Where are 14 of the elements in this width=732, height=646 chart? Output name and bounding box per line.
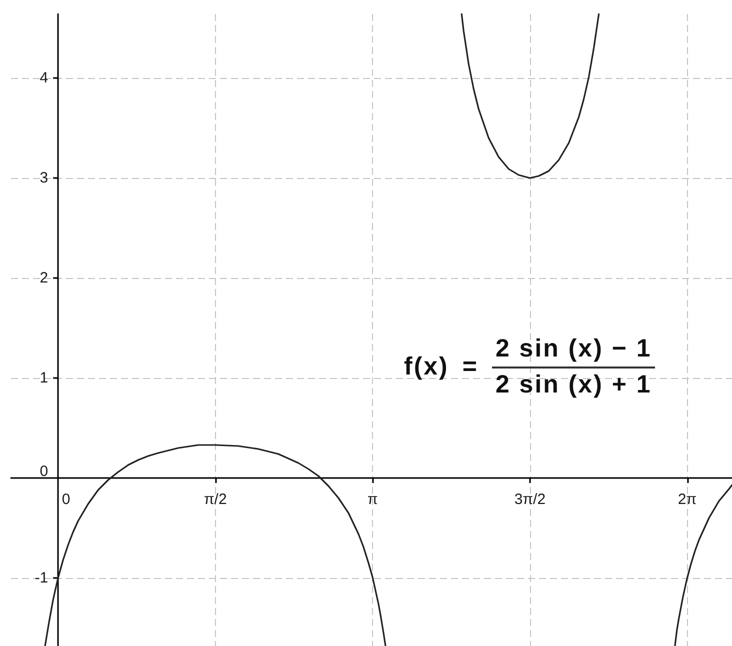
annotation: 2 sin (x) − 1 [492,334,655,368]
y-tick-label: 3 [40,170,48,186]
y-tick-label: 1 [40,370,48,386]
x-tick-label: 0 [62,491,70,508]
annotation: f(x) = [404,352,478,382]
y-tick-label: 0 [40,463,48,480]
y-tick-label: 2 [40,270,48,286]
x-tick-label: π/2 [204,491,227,508]
annotation: 2 sin (x) + 1 [494,369,653,398]
y-tick-label: 4 [40,70,48,86]
x-tick-label: 2π [678,491,697,508]
x-tick-label: π [367,491,378,508]
x-tick-label: 3π/2 [514,491,546,508]
y-tick-label: -1 [34,570,48,586]
